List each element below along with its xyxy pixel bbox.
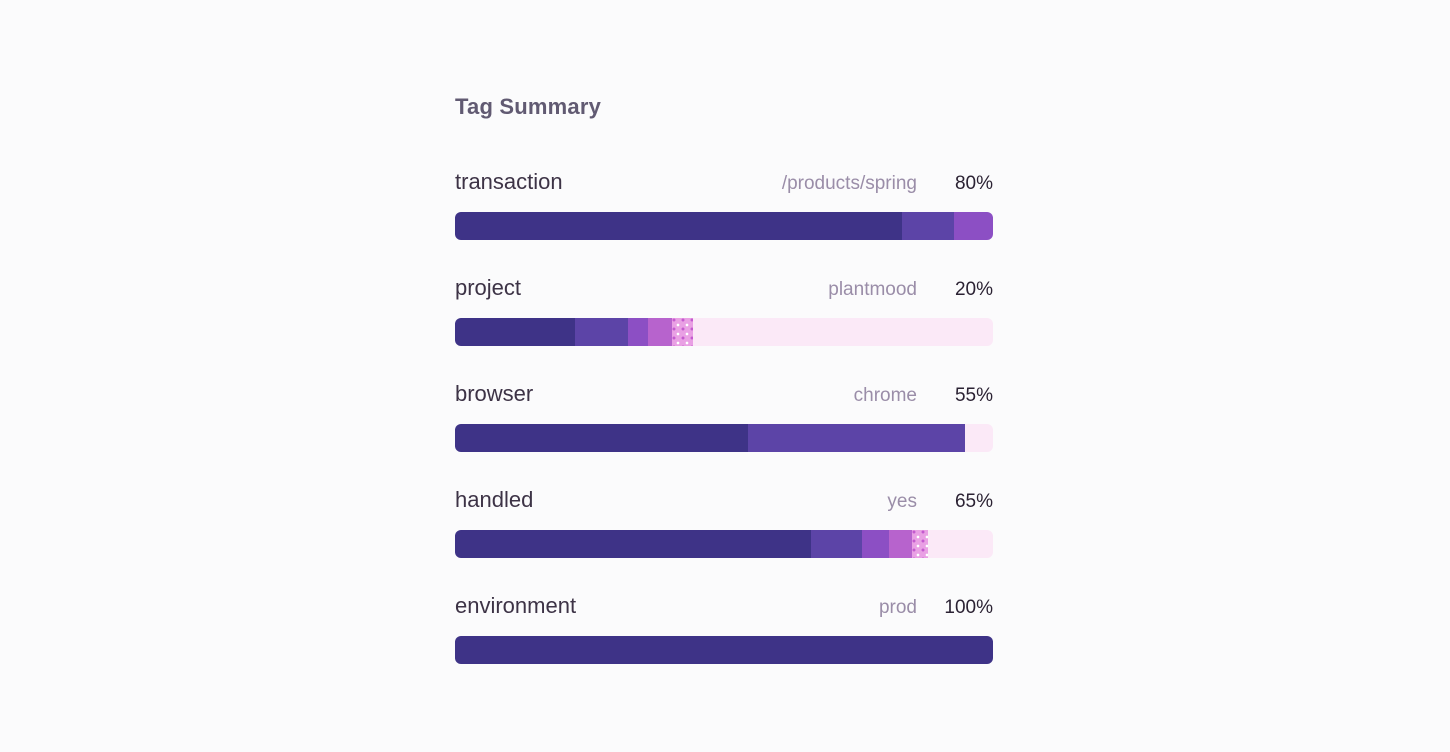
tag-row: transaction /products/spring 80% [455, 168, 993, 240]
bar-segment[interactable] [574, 318, 629, 346]
tag-row: project plantmood 20% [455, 274, 993, 346]
bar-segment[interactable] [861, 530, 890, 558]
bar-segment-other[interactable] [672, 318, 694, 346]
tag-row-header: project plantmood 20% [455, 274, 993, 302]
tag-percentage: 55% [954, 385, 993, 406]
tag-distribution-bar [455, 424, 993, 452]
tag-distribution-bar [455, 636, 993, 664]
bar-segment[interactable] [889, 530, 912, 558]
tag-row-header: handled yes 65% [455, 486, 993, 514]
bar-segment[interactable] [455, 530, 812, 558]
bar-segment-other[interactable] [911, 530, 929, 558]
tag-row-header: transaction /products/spring 80% [455, 168, 993, 196]
bar-segment-remainder [928, 530, 993, 558]
tag-distribution-bar [455, 212, 993, 240]
bar-segment[interactable] [748, 424, 966, 452]
tag-percentage: 100% [944, 597, 993, 618]
tag-row: environment prod 100% [455, 592, 993, 664]
tag-name[interactable]: handled [455, 487, 534, 512]
tag-distribution-bar [455, 530, 993, 558]
bar-segment[interactable] [648, 318, 673, 346]
tag-percentage: 20% [954, 279, 993, 300]
tag-row-header: environment prod 100% [455, 592, 993, 620]
bar-segment[interactable] [902, 212, 955, 240]
tag-rows: transaction /products/spring 80% project… [455, 168, 993, 664]
bar-segment[interactable] [455, 212, 903, 240]
bar-segment[interactable] [455, 424, 749, 452]
bar-segment[interactable] [455, 318, 575, 346]
bar-segment[interactable] [628, 318, 649, 346]
tag-row: handled yes 65% [455, 486, 993, 558]
tag-name[interactable]: project [455, 275, 522, 300]
bar-segment[interactable] [954, 212, 993, 240]
panel-title: Tag Summary [455, 94, 602, 119]
tag-distribution-bar [455, 318, 993, 346]
tag-summary-panel: Tag Summary transaction /products/spring… [455, 93, 993, 698]
tag-top-value: plantmood [828, 279, 917, 300]
tag-top-value: prod [878, 597, 917, 618]
tag-percentage: 80% [954, 173, 993, 194]
bar-segment[interactable] [455, 636, 993, 664]
bar-segment-remainder [965, 424, 993, 452]
bar-segment-remainder [693, 318, 993, 346]
tag-row-header: browser chrome 55% [455, 380, 993, 408]
tag-percentage: 65% [954, 491, 993, 512]
tag-name[interactable]: environment [455, 593, 577, 618]
tag-top-value: yes [887, 491, 917, 512]
tag-top-value: chrome [853, 385, 917, 406]
tag-row: browser chrome 55% [455, 380, 993, 452]
tag-top-value: /products/spring [781, 173, 917, 194]
tag-name[interactable]: transaction [455, 169, 563, 194]
bar-segment[interactable] [811, 530, 862, 558]
tag-name[interactable]: browser [455, 381, 534, 406]
